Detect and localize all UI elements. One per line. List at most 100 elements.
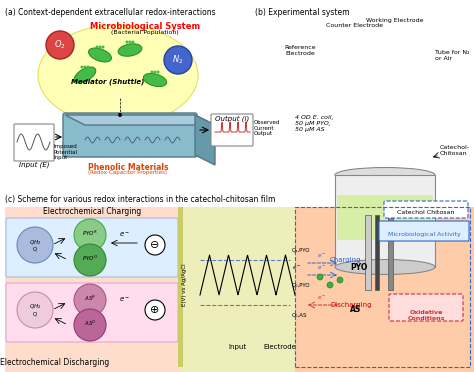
Circle shape <box>145 235 165 255</box>
Bar <box>178 207 183 367</box>
Text: Microbiological Activity: Microbiological Activity <box>388 232 460 237</box>
Text: $PYO^R$: $PYO^R$ <box>82 228 98 238</box>
Text: Microbiological System: Microbiological System <box>90 22 200 31</box>
Text: $e^-$: $e^-$ <box>119 230 130 239</box>
Circle shape <box>128 41 131 44</box>
Circle shape <box>17 292 53 328</box>
Bar <box>335 175 435 267</box>
Circle shape <box>327 282 333 288</box>
Text: Electrode: Electrode <box>264 344 296 350</box>
FancyBboxPatch shape <box>14 124 54 161</box>
Ellipse shape <box>74 67 96 83</box>
Circle shape <box>118 113 122 117</box>
Circle shape <box>74 284 106 316</box>
Text: (a) Context-dependent extracellular redox-interactions: (a) Context-dependent extracellular redo… <box>5 8 216 17</box>
Circle shape <box>83 65 86 68</box>
Text: $e^-$: $e^-$ <box>318 252 327 260</box>
Circle shape <box>151 71 154 74</box>
Text: Q₀,AS: Q₀,AS <box>292 312 308 317</box>
FancyBboxPatch shape <box>389 294 463 321</box>
FancyBboxPatch shape <box>6 218 178 277</box>
Text: Q: Q <box>33 311 37 317</box>
Ellipse shape <box>38 25 198 125</box>
Bar <box>375 215 379 290</box>
Bar <box>365 215 371 290</box>
Text: $QH_2$: $QH_2$ <box>29 238 41 247</box>
Text: E(V) vs Ag/AgCl: E(V) vs Ag/AgCl <box>182 264 188 306</box>
Text: Counter Electrode: Counter Electrode <box>327 23 383 28</box>
Circle shape <box>81 65 83 68</box>
Text: AS: AS <box>350 305 361 314</box>
FancyBboxPatch shape <box>63 113 197 157</box>
Circle shape <box>145 300 165 320</box>
Text: Imposed
Potential
Input: Imposed Potential Input <box>54 144 78 160</box>
Text: Charging: Charging <box>330 257 362 263</box>
Text: Electrochemical Discharging: Electrochemical Discharging <box>0 358 109 367</box>
Circle shape <box>164 46 192 74</box>
Text: PYO: PYO <box>350 263 367 272</box>
Polygon shape <box>195 115 215 165</box>
Text: $N_2$: $N_2$ <box>172 54 184 66</box>
Text: Reference
Electrode: Reference Electrode <box>284 45 316 56</box>
Text: Qₐ,PYO: Qₐ,PYO <box>292 247 310 253</box>
Ellipse shape <box>118 44 142 56</box>
Circle shape <box>154 71 156 74</box>
Text: (Bacterial Population): (Bacterial Population) <box>111 30 179 35</box>
Text: $AS^O$: $AS^O$ <box>83 318 96 328</box>
FancyBboxPatch shape <box>6 283 178 342</box>
Text: ⊕: ⊕ <box>150 305 160 315</box>
Text: Observed
Current
Output: Observed Current Output <box>254 120 281 136</box>
Text: Oxidative
Conditions: Oxidative Conditions <box>407 310 445 321</box>
Circle shape <box>99 45 101 48</box>
Circle shape <box>126 41 128 44</box>
Text: $O_2$: $O_2$ <box>54 39 66 51</box>
Ellipse shape <box>335 167 435 183</box>
Circle shape <box>337 277 343 283</box>
Text: Q₀,PYO: Q₀,PYO <box>292 282 310 288</box>
Bar <box>5 207 180 372</box>
Bar <box>295 207 470 367</box>
Text: $e^-$: $e^-$ <box>292 264 301 272</box>
Circle shape <box>74 309 106 341</box>
FancyBboxPatch shape <box>379 221 469 241</box>
FancyBboxPatch shape <box>384 201 468 218</box>
Text: $e^-$: $e^-$ <box>119 295 130 304</box>
Text: Mediator (Shuttle): Mediator (Shuttle) <box>71 78 145 84</box>
Text: $QH_2$: $QH_2$ <box>29 302 41 311</box>
Bar <box>295 207 474 372</box>
Polygon shape <box>65 115 215 125</box>
Bar <box>337 195 433 240</box>
Circle shape <box>17 227 53 263</box>
Text: Tube for N₂
or Air: Tube for N₂ or Air <box>435 50 470 61</box>
Text: Q: Q <box>33 247 37 251</box>
Ellipse shape <box>89 48 111 62</box>
Text: Electrochemical Charging: Electrochemical Charging <box>43 207 141 216</box>
Bar <box>180 207 295 372</box>
Circle shape <box>74 219 106 251</box>
Text: Input: Input <box>228 344 246 350</box>
Circle shape <box>46 31 74 59</box>
Circle shape <box>131 41 135 44</box>
Ellipse shape <box>335 260 435 275</box>
Text: (Redox-Capacitor Properties): (Redox-Capacitor Properties) <box>89 170 167 175</box>
Text: Input (E): Input (E) <box>19 161 49 168</box>
Text: Working Electrode: Working Electrode <box>366 18 424 23</box>
Text: $PYO^O$: $PYO^O$ <box>82 253 98 263</box>
Text: Output (i): Output (i) <box>215 115 249 122</box>
Text: $e^-$: $e^-$ <box>318 264 327 272</box>
Text: ⊖: ⊖ <box>150 240 160 250</box>
Circle shape <box>156 71 159 74</box>
Text: Phenolic Materials: Phenolic Materials <box>88 163 168 172</box>
Circle shape <box>86 65 90 68</box>
FancyBboxPatch shape <box>211 114 253 146</box>
Text: Discharging: Discharging <box>330 302 372 308</box>
Bar <box>388 215 393 290</box>
Text: 4 OD E. coli,
50 μM PYO,
50 μM AS: 4 OD E. coli, 50 μM PYO, 50 μM AS <box>295 115 334 132</box>
Circle shape <box>317 274 323 280</box>
Text: Catechol-
Chitosan: Catechol- Chitosan <box>440 145 470 156</box>
Text: $e^-$: $e^-$ <box>318 294 327 302</box>
Ellipse shape <box>143 73 167 87</box>
Text: $AS^R$: $AS^R$ <box>84 294 96 303</box>
Circle shape <box>74 244 106 276</box>
Circle shape <box>101 45 104 48</box>
